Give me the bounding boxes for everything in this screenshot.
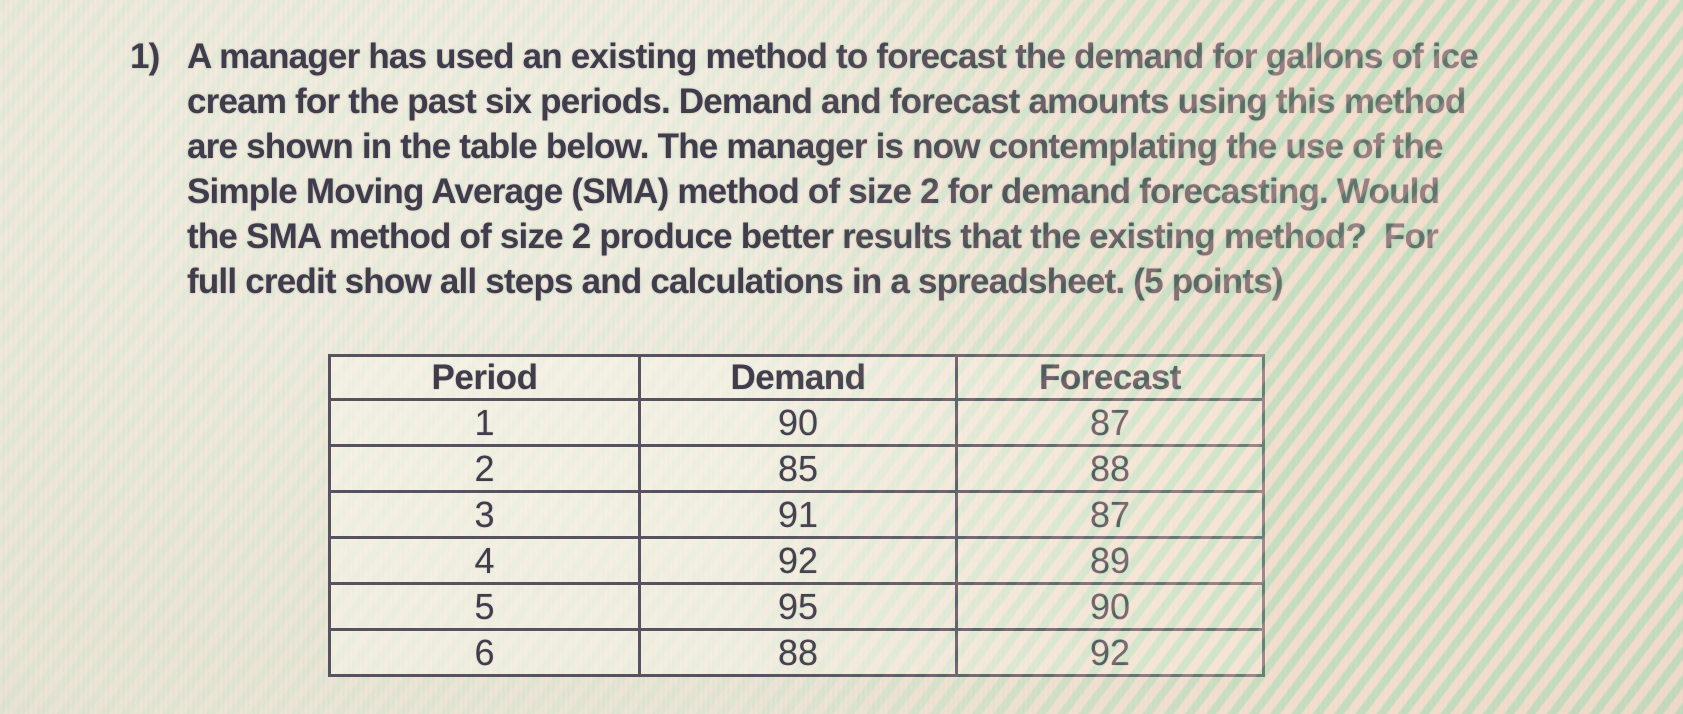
table-row: 2 85 88: [328, 444, 1265, 493]
question-line-4: Simple Moving Average (SMA) method of si…: [187, 172, 1440, 211]
column-header-demand: Demand: [638, 354, 958, 401]
period-cell: 4: [328, 536, 641, 585]
question-block: 1) A manager has used an existing method…: [130, 34, 1479, 304]
forecast-cell: 87: [955, 398, 1265, 447]
question-line-6: full credit show all steps and calculati…: [187, 262, 1284, 301]
demand-cell: 90: [638, 398, 958, 447]
question-line-3: are shown in the table below. The manage…: [187, 127, 1443, 166]
demand-cell: 88: [638, 628, 958, 677]
period-cell: 1: [328, 398, 641, 447]
period-cell: 3: [328, 490, 641, 539]
question-line-2: cream for the past six periods. Demand a…: [187, 82, 1466, 121]
forecast-cell: 88: [955, 444, 1265, 493]
demand-cell: 95: [638, 582, 958, 631]
table-header-row: Period Demand Forecast: [328, 354, 1265, 401]
column-header-period: Period: [328, 354, 641, 401]
column-header-forecast: Forecast: [955, 354, 1265, 401]
table-row: 3 91 87: [328, 490, 1265, 539]
demand-forecast-table: Period Demand Forecast 1 90 87 2 85 88 3…: [328, 354, 1265, 677]
demand-cell: 91: [638, 490, 958, 539]
question-text: A manager has used an existing method to…: [187, 34, 1479, 304]
question-line-1: A manager has used an existing method to…: [187, 37, 1479, 76]
table-row: 6 88 92: [328, 628, 1265, 677]
demand-cell: 85: [638, 444, 958, 493]
question-number: 1): [130, 37, 160, 76]
forecast-cell: 87: [955, 490, 1265, 539]
period-cell: 2: [328, 444, 641, 493]
table-row: 4 92 89: [328, 536, 1265, 585]
period-cell: 6: [328, 628, 641, 677]
table-row: 5 95 90: [328, 582, 1265, 631]
question-line-5: the SMA method of size 2 produce better …: [187, 217, 1439, 256]
demand-cell: 92: [638, 536, 958, 585]
forecast-cell: 92: [955, 628, 1265, 677]
table-row: 1 90 87: [328, 398, 1265, 447]
forecast-cell: 89: [955, 536, 1265, 585]
forecast-cell: 90: [955, 582, 1265, 631]
period-cell: 5: [328, 582, 641, 631]
